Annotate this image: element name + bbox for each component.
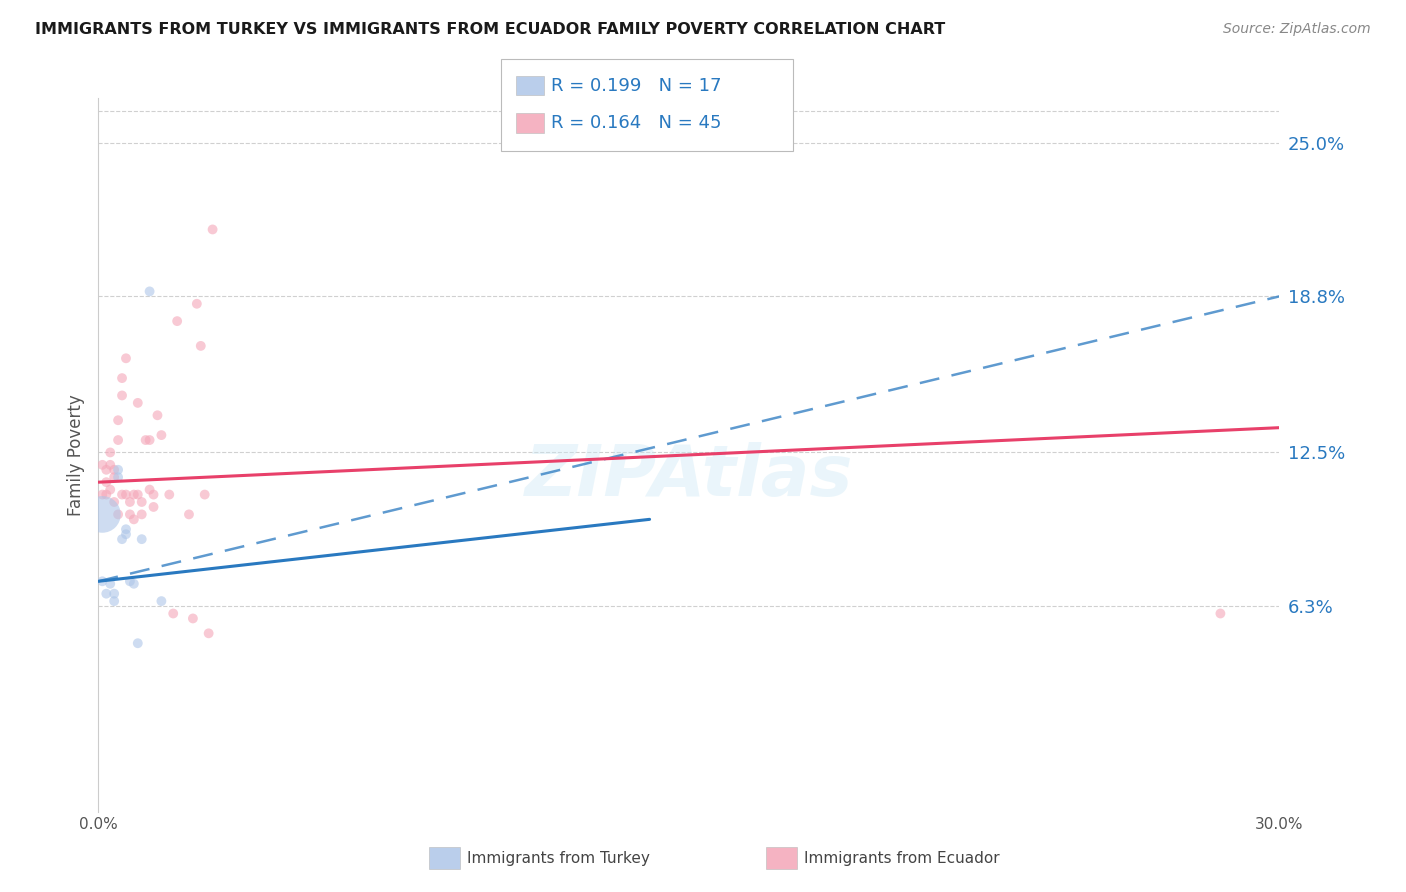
Point xyxy=(91,458,114,472)
Text: R = 0.199   N = 17: R = 0.199 N = 17 xyxy=(551,77,721,95)
Point xyxy=(107,470,129,484)
Point xyxy=(115,522,138,536)
Point xyxy=(146,409,169,423)
Point xyxy=(142,500,165,514)
Text: Immigrants from Ecuador: Immigrants from Ecuador xyxy=(804,851,1000,865)
Point xyxy=(111,487,134,501)
Point xyxy=(118,574,141,589)
Point xyxy=(131,508,153,522)
Point xyxy=(122,487,145,501)
Point xyxy=(96,587,118,601)
Point xyxy=(201,222,224,236)
Point xyxy=(111,388,134,402)
Point xyxy=(98,483,121,497)
Point xyxy=(111,532,134,546)
Point xyxy=(131,495,153,509)
Point xyxy=(107,433,129,447)
Point xyxy=(107,413,129,427)
Point xyxy=(107,463,129,477)
Point xyxy=(91,574,114,589)
Point xyxy=(115,351,138,366)
Point xyxy=(150,428,173,442)
Text: Immigrants from Turkey: Immigrants from Turkey xyxy=(467,851,650,865)
Point xyxy=(111,371,134,385)
Point xyxy=(103,470,125,484)
Point xyxy=(103,594,125,608)
Point xyxy=(142,487,165,501)
Point xyxy=(131,532,153,546)
Point xyxy=(1209,607,1232,621)
Point xyxy=(115,487,138,501)
Text: ZIPAtlas: ZIPAtlas xyxy=(524,442,853,511)
Text: R = 0.164   N = 45: R = 0.164 N = 45 xyxy=(551,114,721,132)
Point xyxy=(127,636,149,650)
Point xyxy=(135,433,157,447)
Point xyxy=(115,527,138,541)
Point xyxy=(166,314,188,328)
Point xyxy=(103,495,125,509)
Point xyxy=(127,487,149,501)
Point xyxy=(103,463,125,477)
Point xyxy=(122,576,145,591)
Point xyxy=(96,475,118,490)
Point xyxy=(96,487,118,501)
Point xyxy=(107,508,129,522)
Point xyxy=(157,487,180,501)
Point xyxy=(177,508,200,522)
Point xyxy=(98,576,121,591)
Point xyxy=(138,285,160,299)
Point xyxy=(194,487,217,501)
Point xyxy=(138,483,160,497)
Point xyxy=(91,508,114,522)
Point xyxy=(98,445,121,459)
Point xyxy=(150,594,173,608)
Text: Source: ZipAtlas.com: Source: ZipAtlas.com xyxy=(1223,22,1371,37)
Point xyxy=(181,611,204,625)
Point xyxy=(122,512,145,526)
Y-axis label: Family Poverty: Family Poverty xyxy=(66,394,84,516)
Point xyxy=(91,487,114,501)
Point xyxy=(190,339,212,353)
Point xyxy=(98,458,121,472)
Point xyxy=(162,607,184,621)
Point xyxy=(118,508,141,522)
Text: IMMIGRANTS FROM TURKEY VS IMMIGRANTS FROM ECUADOR FAMILY POVERTY CORRELATION CHA: IMMIGRANTS FROM TURKEY VS IMMIGRANTS FRO… xyxy=(35,22,945,37)
Point xyxy=(197,626,219,640)
Point xyxy=(96,463,118,477)
Point xyxy=(118,495,141,509)
Point xyxy=(186,297,208,311)
Point xyxy=(138,433,160,447)
Point xyxy=(103,587,125,601)
Point xyxy=(127,396,149,410)
